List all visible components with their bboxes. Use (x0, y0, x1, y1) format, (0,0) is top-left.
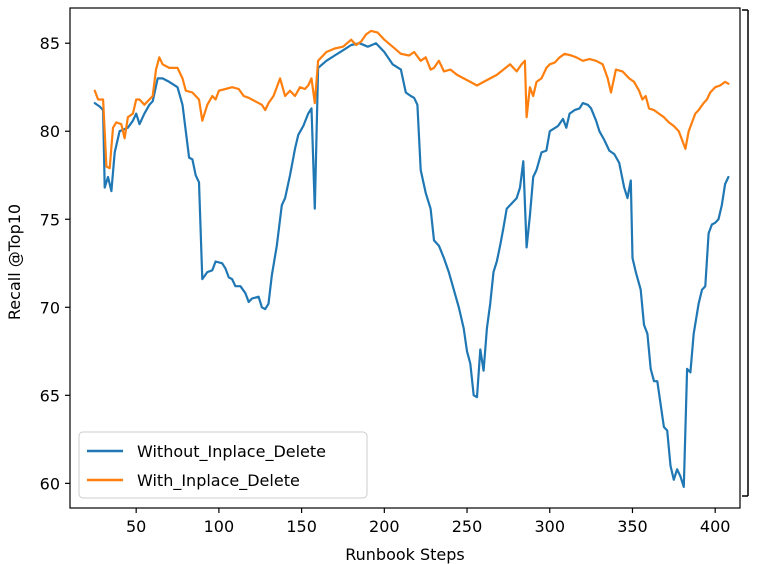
legend-box (78, 431, 368, 499)
x-tick-label: 350 (617, 517, 648, 536)
x-tick-label: 400 (700, 517, 731, 536)
plot-frame (69, 7, 741, 509)
y-axis-label: Recall @Top10 (5, 204, 24, 320)
series-line-with-inplace-delete (93, 29, 730, 170)
legend-label-with-inplace-delete: With_Inplace_Delete (137, 471, 300, 491)
x-tick-label: 250 (452, 517, 483, 536)
x-tick-label: 100 (204, 517, 235, 536)
axes: 50 100 150 200 250 300 350 400 60 65 70 75 80 85 (40, 7, 741, 536)
y-tick-label: 85 (40, 34, 60, 53)
y-tick-label: 60 (40, 474, 60, 493)
x-tick-label: 150 (286, 517, 317, 536)
x-tick-label: 200 (369, 517, 400, 536)
x-tick-label: 50 (126, 517, 146, 536)
x-axis-label: Runbook Steps (345, 545, 465, 564)
legend: Without_Inplace_Delete With_Inplace_Delet… (78, 431, 368, 499)
series-line-without-inplace-delete (93, 42, 730, 488)
y-tick-label: 65 (40, 386, 60, 405)
y-tick-label: 75 (40, 210, 60, 229)
plot-area (93, 29, 730, 488)
x-tick-label: 300 (534, 517, 565, 536)
y-tick-label: 80 (40, 122, 60, 141)
legend-label-without-inplace-delete: Without_Inplace_Delete (137, 442, 326, 462)
y-tick-label: 70 (40, 298, 60, 317)
